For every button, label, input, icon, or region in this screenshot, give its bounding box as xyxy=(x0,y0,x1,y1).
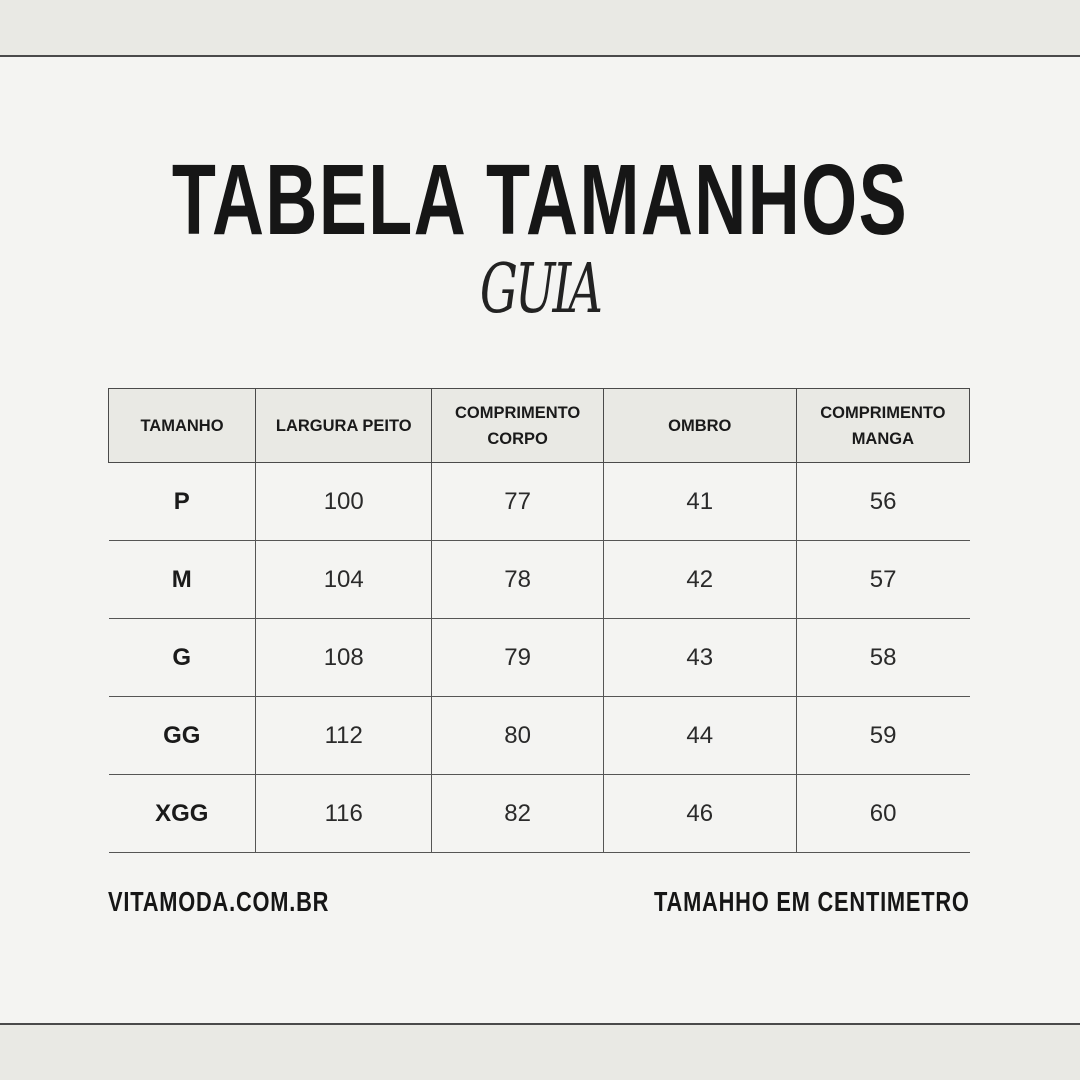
measurement-cell: 44 xyxy=(602,696,797,775)
top-band xyxy=(0,0,1080,57)
measurement-cell: 78 xyxy=(431,540,604,619)
measurement-cell: 57 xyxy=(795,540,970,619)
measurement-cell: 56 xyxy=(795,462,970,541)
size-cell: G xyxy=(108,618,256,697)
table-header-row: TAMANHO LARGURA PEITO COMPRIMENTO CORPO … xyxy=(108,388,971,463)
measurement-cell: 79 xyxy=(431,618,604,697)
col-header: COMPRIMENTO MANGA xyxy=(795,388,971,463)
col-header: TAMANHO xyxy=(108,388,256,463)
measurement-cell: 112 xyxy=(254,696,432,775)
measurement-cell: 77 xyxy=(431,462,604,541)
website-label: VITAMODA.COM.BR xyxy=(108,886,330,917)
table-row: GG 112 80 44 59 xyxy=(108,696,970,775)
measurement-cell: 59 xyxy=(795,696,970,775)
size-cell: GG xyxy=(108,696,256,775)
measurement-cell: 43 xyxy=(602,618,797,697)
measurement-cell: 82 xyxy=(431,774,604,853)
size-table: TAMANHO LARGURA PEITO COMPRIMENTO CORPO … xyxy=(108,388,971,853)
page-subtitle: GUIA xyxy=(479,250,603,329)
measurement-cell: 60 xyxy=(795,774,970,853)
size-cell: P xyxy=(108,462,256,541)
measurement-cell: 46 xyxy=(602,774,797,853)
size-cell: M xyxy=(108,540,256,619)
table-row: XGG 116 82 46 60 xyxy=(108,774,970,853)
size-cell: XGG xyxy=(108,774,256,853)
measurement-cell: 100 xyxy=(254,462,432,541)
col-header: LARGURA PEITO xyxy=(254,388,433,463)
measurement-cell: 80 xyxy=(431,696,604,775)
col-header: OMBRO xyxy=(602,388,797,463)
unit-note: TAMAHHO EM CENTIMETRO xyxy=(654,886,970,917)
measurement-cell: 116 xyxy=(254,774,432,853)
table-row: M 104 78 42 57 xyxy=(108,540,970,619)
col-header: COMPRIMENTO CORPO xyxy=(431,388,604,463)
table-row: G 108 79 43 58 xyxy=(108,618,970,697)
table-row: P 100 77 41 56 xyxy=(108,462,970,541)
bottom-band xyxy=(0,1023,1080,1080)
measurement-cell: 108 xyxy=(254,618,432,697)
measurement-cell: 58 xyxy=(795,618,970,697)
measurement-cell: 42 xyxy=(602,540,797,619)
measurement-cell: 41 xyxy=(602,462,797,541)
page-title: TABELA TAMANHOS xyxy=(171,144,909,256)
measurement-cell: 104 xyxy=(254,540,432,619)
